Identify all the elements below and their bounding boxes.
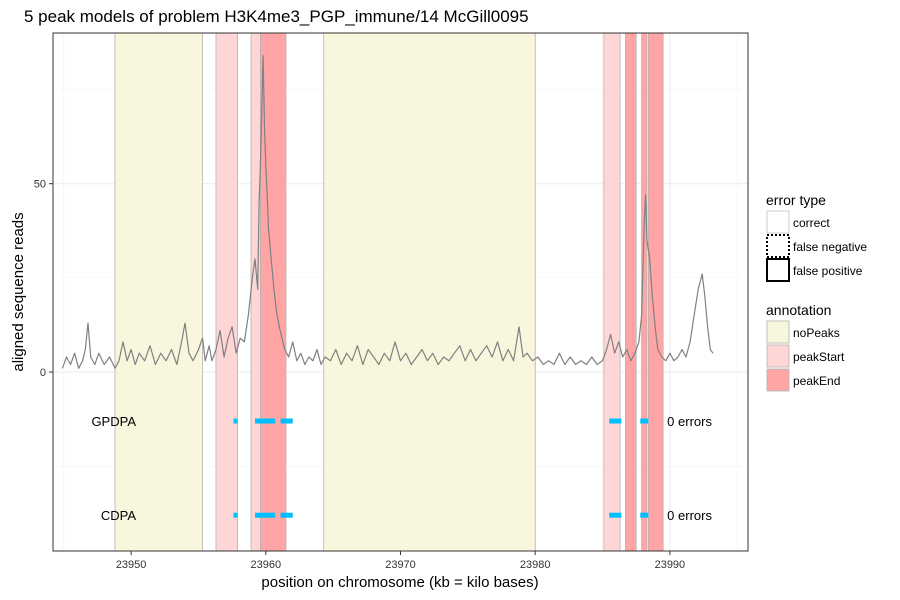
peak-segment (255, 418, 276, 424)
legend-error-label: false positive (793, 264, 863, 278)
legend-error-key (766, 258, 790, 282)
legend-annotation-label: noPeaks (793, 326, 840, 340)
legend-error-label: false negative (793, 240, 867, 254)
legend-annotation-key (766, 320, 790, 344)
y-tick-label: 0 (40, 367, 46, 379)
legend-annotations: noPeaks peakStart peakEnd (766, 320, 845, 392)
y-axis-label: aligned sequence reads (10, 212, 27, 371)
legend-annotation-label: peakStart (793, 350, 845, 364)
peak-segment (233, 418, 238, 424)
legend-error-types: correct false negative false positive (766, 210, 867, 282)
x-tick-label: 23970 (385, 559, 416, 571)
x-tick-label: 23960 (251, 559, 282, 571)
legend-annotation-label: peakEnd (793, 374, 840, 388)
y-tick-label: 50 (34, 179, 46, 191)
plot-area: GPDPA 0 errors CDPA 0 errors (52, 32, 749, 552)
legend-annotation-title: annotation (766, 302, 831, 318)
model-name-label: GPDPA (91, 414, 136, 429)
legend: error type correct false negative false po… (766, 192, 867, 392)
x-tick-label: 23980 (520, 559, 551, 571)
annotation-region-peakStart (215, 32, 238, 552)
legend-error-key (766, 234, 790, 258)
peak-segment (609, 418, 622, 424)
peak-segment (640, 418, 649, 424)
peak-segment (609, 512, 622, 518)
model-errors-label: 0 errors (667, 414, 712, 429)
x-tick-label: 23990 (655, 559, 686, 571)
coverage-signal (61, 54, 714, 369)
legend-error-type-title: error type (766, 192, 826, 208)
x-tick-label: 23950 (116, 559, 147, 571)
legend-error-label: correct (793, 216, 830, 230)
annotation-region-peakEnd (625, 32, 637, 552)
annotation-region-peakStart (250, 32, 261, 552)
peak-segment (280, 418, 293, 424)
peak-segment (255, 512, 276, 518)
legend-annotation-key (766, 368, 790, 392)
peak-segment (640, 512, 649, 518)
annotation-region-peakStart (603, 32, 621, 552)
legend-error-key (766, 210, 790, 234)
x-axis-ticks: 23950 23960 23970 23980 23990 (116, 551, 685, 571)
coverage-line (61, 54, 714, 369)
chart-title: 5 peak models of problem H3K4me3_PGP_imm… (24, 7, 529, 26)
x-axis-label: position on chromosome (kb = kilo bases) (261, 574, 538, 591)
peak-segment (233, 512, 238, 518)
legend-annotation-key (766, 344, 790, 368)
model-name-label: CDPA (101, 508, 136, 523)
annotation-region-noPeaks (114, 32, 203, 552)
annotation-region-noPeaks (323, 32, 536, 552)
peak-segment (280, 512, 293, 518)
annotation-region-peakEnd (647, 32, 664, 552)
y-axis-ticks: 0 50 (34, 179, 53, 379)
peak-models: GPDPA 0 errors CDPA 0 errors (91, 414, 712, 523)
model-errors-label: 0 errors (667, 508, 712, 523)
